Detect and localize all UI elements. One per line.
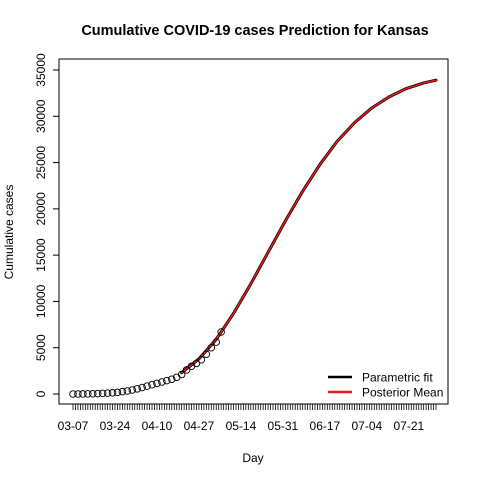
x-axis: 03-07 03-24 04-10 04-27 05-14 05-31 06-17 07-04… bbox=[58, 403, 437, 433]
y-tick-label: 35000 bbox=[34, 53, 48, 87]
observed-point bbox=[113, 388, 122, 397]
observed-points bbox=[69, 328, 225, 398]
observed-point bbox=[79, 390, 87, 398]
observed-point bbox=[197, 355, 206, 364]
observed-point bbox=[192, 359, 201, 368]
chart-title: Cumulative COVID-19 cases Prediction for… bbox=[81, 23, 428, 39]
y-tick-label: 5000 bbox=[34, 334, 48, 361]
x-tick-label: 07-21 bbox=[393, 419, 424, 433]
observed-point bbox=[89, 390, 97, 398]
series-line bbox=[180, 79, 437, 374]
series-layer bbox=[180, 78, 438, 375]
observed-point bbox=[133, 385, 141, 393]
observed-point bbox=[148, 380, 156, 389]
observed-point bbox=[202, 350, 211, 358]
y-tick-label: 15000 bbox=[34, 238, 48, 272]
observed-point bbox=[158, 378, 166, 386]
plot-frame bbox=[58, 58, 449, 405]
observed-point bbox=[168, 375, 176, 383]
observed-point bbox=[103, 389, 112, 397]
y-tick-label: 0 bbox=[34, 390, 48, 397]
observed-point bbox=[69, 390, 77, 398]
x-tick-label: 03-07 bbox=[58, 419, 89, 433]
y-axis: 0 5000 10000 15000 20000 25000 30000 35000 bbox=[34, 53, 60, 397]
legend-label: Posterior Mean bbox=[362, 386, 443, 400]
observed-point bbox=[118, 387, 127, 396]
x-tick-label: 03-24 bbox=[100, 419, 131, 433]
observed-point bbox=[212, 338, 220, 346]
observed-point bbox=[143, 382, 151, 390]
x-tick-label: 07-04 bbox=[352, 419, 383, 433]
observed-point bbox=[74, 390, 82, 398]
observed-point bbox=[84, 390, 92, 398]
legend-label: Parametric fit bbox=[362, 371, 433, 385]
observed-point bbox=[163, 376, 171, 385]
observed-point bbox=[207, 343, 216, 352]
observed-point bbox=[138, 383, 146, 392]
y-tick-label: 30000 bbox=[34, 99, 48, 133]
observed-point bbox=[98, 389, 107, 398]
x-axis-label: Day bbox=[242, 451, 263, 465]
x-tick-label: 04-10 bbox=[142, 419, 173, 433]
y-tick-label: 20000 bbox=[34, 192, 48, 226]
observed-point bbox=[217, 328, 225, 336]
observed-point bbox=[153, 379, 161, 388]
observed-point bbox=[128, 386, 137, 394]
x-tick-label: 05-31 bbox=[268, 419, 299, 433]
y-axis-label: Cumulative cases bbox=[2, 185, 16, 280]
y-tick-label: 10000 bbox=[34, 284, 48, 318]
observed-point bbox=[123, 387, 132, 395]
x-tick-label: 06-17 bbox=[310, 419, 341, 433]
observed-point bbox=[182, 366, 191, 374]
x-tick-label: 05-14 bbox=[226, 419, 257, 433]
observed-point bbox=[177, 370, 186, 379]
observed-point bbox=[93, 389, 102, 398]
x-tick-label: 04-27 bbox=[184, 419, 215, 433]
observed-point bbox=[108, 389, 117, 397]
y-tick-label: 25000 bbox=[34, 146, 48, 180]
